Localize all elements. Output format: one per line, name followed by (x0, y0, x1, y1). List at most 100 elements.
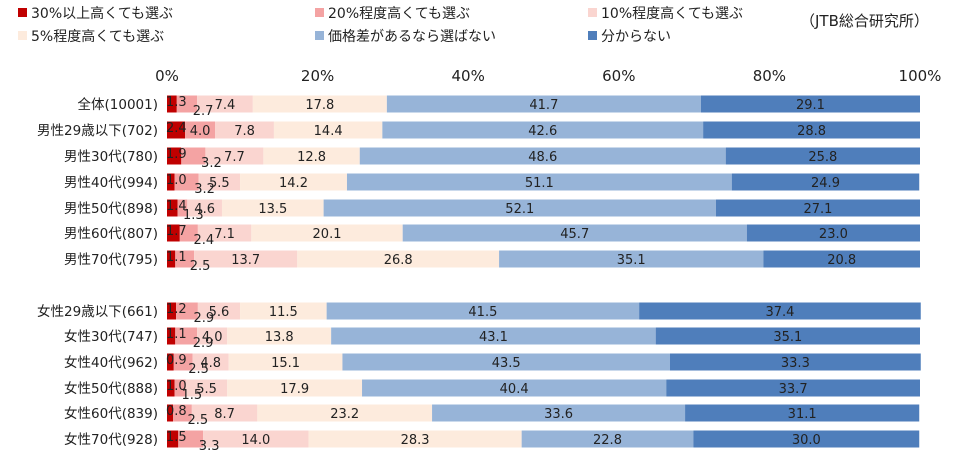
category-label: 女性29歳以下(661) (37, 303, 158, 320)
category-label: 女性40代(962) (64, 354, 158, 371)
data-label: 27.1 (803, 202, 832, 217)
data-label: 7.4 (215, 98, 236, 113)
bar-segment (197, 302, 241, 320)
data-label: 26.8 (384, 253, 413, 268)
data-label: 14.2 (279, 176, 308, 191)
bar-segment (746, 224, 920, 242)
bar-segment (174, 173, 199, 191)
bar-segment (185, 121, 216, 139)
data-label: 3.3 (199, 439, 220, 454)
bar-segment (197, 224, 252, 242)
bar-segment (167, 224, 180, 242)
data-label: 7.7 (224, 150, 245, 165)
data-label: 15.1 (271, 356, 300, 371)
legend-item: 5%程度高くても選ぶ (18, 29, 164, 45)
bar-segment (167, 302, 177, 320)
bar-segment (323, 199, 716, 217)
data-label: 41.5 (468, 305, 497, 320)
bar-segment (185, 379, 228, 397)
data-label: 13.8 (265, 330, 294, 345)
bar-segment (167, 147, 182, 165)
bar-segment (715, 199, 920, 217)
bar-segment (167, 327, 176, 345)
legend-label: 分からない (601, 29, 671, 45)
data-label: 25.8 (808, 150, 837, 165)
x-tick-label: 20% (301, 67, 334, 85)
bar-segment (181, 147, 206, 165)
data-label: 8.7 (214, 407, 235, 422)
data-label: 33.3 (781, 356, 810, 371)
data-label: 2.9 (194, 311, 215, 326)
bar-segment (167, 353, 174, 371)
data-label: 11.5 (269, 305, 298, 320)
bar-segment (725, 147, 920, 165)
legend-swatch (18, 8, 27, 17)
bar-segment (221, 199, 324, 217)
data-label: 0.9 (166, 353, 187, 368)
legend-swatch (315, 8, 324, 17)
legend-item: 分からない (588, 29, 671, 45)
legend-label: 5%程度高くても選ぶ (31, 29, 165, 45)
data-label: 1.5 (166, 430, 187, 445)
bar-segment (655, 327, 920, 345)
bar-segment (342, 353, 671, 371)
x-tick-label: 80% (753, 67, 786, 85)
bar-segment (700, 95, 920, 113)
data-label: 1.0 (166, 379, 187, 394)
bar-segment (670, 353, 921, 371)
bar-segment (179, 224, 198, 242)
bar-segment (203, 430, 309, 448)
bar-segment (192, 353, 229, 371)
category-label: 男性70代(795) (64, 252, 158, 268)
legend-item: 20%程度高くても選ぶ (315, 6, 470, 22)
data-label: 2.4 (194, 233, 215, 248)
bar-segment (167, 430, 179, 448)
data-label: 43.1 (479, 330, 508, 345)
category-label: 女性30代(747) (64, 328, 158, 345)
bar-segment (175, 327, 198, 345)
data-label: 2.7 (193, 104, 214, 119)
category-label: 男性40代(994) (64, 175, 158, 191)
bar-segment (173, 353, 193, 371)
data-label: 28.3 (401, 433, 430, 448)
data-label: 2.4 (166, 121, 187, 136)
bar-segment (173, 404, 192, 422)
data-label: 22.8 (593, 433, 622, 448)
bar-segment (167, 121, 186, 139)
bar-segment (174, 379, 186, 397)
data-label: 40.4 (500, 382, 529, 397)
data-label: 13.5 (258, 202, 287, 217)
bar-segment (763, 250, 920, 268)
data-label: 52.1 (505, 202, 534, 217)
bar-segment (167, 250, 176, 268)
bar-segment (215, 121, 274, 139)
data-label: 1.1 (166, 250, 187, 265)
data-label: 17.9 (280, 382, 309, 397)
data-label: 31.1 (788, 407, 817, 422)
bar-segment (205, 147, 264, 165)
bar-segment (432, 404, 686, 422)
x-tick-label: 60% (602, 67, 635, 85)
category-label: 男性29歳以下(702) (37, 123, 158, 139)
legend-swatch (588, 31, 597, 40)
data-label: 4.0 (190, 124, 211, 139)
data-label: 51.1 (525, 176, 554, 191)
data-label: 20.1 (313, 227, 342, 242)
bar-segment (176, 302, 198, 320)
data-label: 1.5 (181, 388, 202, 403)
legend-label: 価格差があるなら選ばない (328, 29, 496, 45)
category-label: 女性70代(928) (64, 431, 158, 448)
legend-label: 10%程度高くても選ぶ (601, 6, 743, 22)
bar-segment (251, 224, 403, 242)
data-label: 7.1 (214, 227, 235, 242)
bar-segment (197, 327, 228, 345)
legend-label: 30%以上高くても選ぶ (31, 6, 173, 22)
category-label: 男性60代(807) (64, 226, 158, 242)
data-label: 3.2 (201, 156, 222, 171)
bar-segment (386, 95, 701, 113)
data-label: 5.5 (196, 382, 217, 397)
data-label: 23.0 (819, 227, 848, 242)
bar-segment (177, 199, 188, 217)
bar-segment (731, 173, 920, 191)
